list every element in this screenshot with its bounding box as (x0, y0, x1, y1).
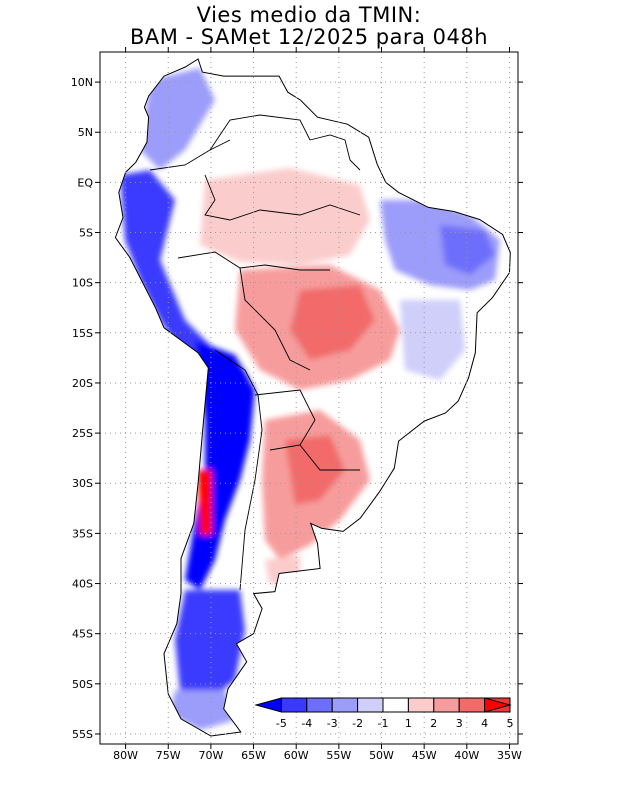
lon-label: 55W (326, 749, 351, 762)
bias-central-strong (290, 285, 375, 360)
colorbar-label: -1 (378, 717, 389, 730)
lon-label: 75W (156, 749, 181, 762)
bias-argentina-light (265, 555, 300, 585)
colorbar-swatch (407, 697, 435, 713)
lat-label: 55S (72, 728, 93, 741)
colorbar-label: 3 (456, 717, 463, 730)
border-chile-argentina (214, 349, 263, 591)
lat-label: 5N (78, 126, 93, 139)
lon-label: 35W (497, 749, 522, 762)
lon-label: 50W (369, 749, 394, 762)
lon-label: 80W (113, 749, 138, 762)
colorbar-swatch (382, 697, 409, 713)
map-title-line2: BAM - SAMet 12/2025 para 048h (129, 25, 489, 49)
lon-label: 40W (454, 749, 479, 762)
colorbar-swatch (331, 697, 359, 713)
bias-patagonia-negative (175, 590, 245, 700)
bias-northeast-strong (440, 225, 495, 275)
lat-label: 45S (72, 628, 93, 641)
lat-label: 35S (72, 527, 93, 540)
colorbar-swatch (458, 697, 486, 713)
colorbar-swatch (280, 697, 308, 713)
lat-label: 30S (72, 477, 93, 490)
lon-label: 60W (284, 749, 309, 762)
colorbar-label: 1 (405, 717, 412, 730)
lat-label: 50S (72, 678, 93, 691)
lat-label: 10S (72, 277, 93, 290)
colorbar-label: -5 (276, 717, 287, 730)
colorbar-swatch (306, 697, 333, 713)
colorbar-label: -4 (301, 717, 312, 730)
border-brazil-north (204, 174, 361, 221)
axis-ticks (95, 47, 523, 749)
bias-field (115, 59, 511, 736)
lat-axis-labels: 10N 5N EQ 5S 10S 15S 20S 25S 30S 35S 40S 45S 50S 55S (71, 76, 94, 741)
colorbar-label: -2 (352, 717, 363, 730)
colorbar-swatch (484, 697, 512, 713)
lon-axis-labels: 80W 75W 70W 65W 60W 55W 50W 45W 40W 35W (113, 749, 522, 762)
lat-label: 40S (72, 578, 93, 591)
lat-label: 20S (72, 377, 93, 390)
lat-label: 15S (72, 327, 93, 340)
bias-east-light-negative (400, 300, 465, 380)
lat-label: 25S (72, 427, 93, 440)
colorbar-swatch (433, 697, 460, 713)
colorbar-label: -3 (327, 717, 338, 730)
border-uruguay (299, 444, 360, 471)
bias-chile-positive (198, 470, 212, 535)
lat-label: 10N (71, 76, 93, 89)
border-paraguay (254, 389, 316, 451)
lat-label: 5S (79, 227, 93, 240)
border-guianas (309, 134, 361, 171)
lon-label: 65W (241, 749, 266, 762)
lon-label: 45W (412, 749, 437, 762)
map-title-line1: Vies medio da TMIN: (196, 3, 422, 27)
south-america-coastline (114, 58, 511, 737)
country-borders (149, 114, 361, 591)
border-colombia-ecuador (149, 139, 231, 171)
bias-south-strong (285, 435, 345, 505)
border-venezuela (209, 114, 311, 151)
colorbar: -5 -4 -3 -2 -1 1 2 3 4 5 (254, 697, 514, 730)
border-peru-brazil (177, 251, 330, 271)
bias-tierra-del-fuego (170, 690, 235, 730)
colorbar-swatch (254, 697, 282, 713)
colorbar-label: 2 (430, 717, 437, 730)
lon-label: 70W (198, 749, 223, 762)
bias-colombia-negative (140, 68, 215, 170)
colorbar-label: 5 (507, 717, 514, 730)
lat-label: EQ (77, 176, 93, 189)
colorbar-swatch (357, 697, 384, 713)
colorbar-label: 4 (481, 717, 488, 730)
bias-amazon-positive (200, 168, 370, 265)
map-grid (100, 52, 518, 744)
border-bolivia (239, 267, 311, 371)
bias-andes-north-negative (120, 170, 255, 410)
map-frame (99, 51, 519, 745)
